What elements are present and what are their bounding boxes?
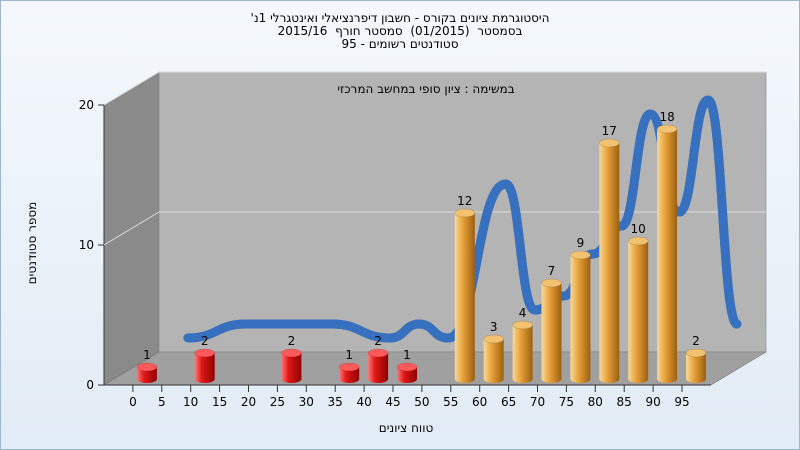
x-tick-label: 50 (414, 395, 429, 409)
bar-value-label: 12 (457, 194, 472, 208)
bar-cylinder-body (599, 143, 620, 383)
bar-value-label: 2 (374, 334, 382, 348)
bar-cylinder-body (570, 255, 591, 383)
bar-cylinder-top (367, 348, 389, 358)
bar-value-label: 7 (548, 264, 556, 278)
bar-cylinder-body (136, 367, 157, 383)
bar-value-label: 2 (201, 334, 209, 348)
histogram-bar: 4 (512, 306, 533, 383)
bar-cylinder-top (541, 278, 562, 288)
x-tick-label: 20 (241, 395, 256, 409)
histogram-bar: 9 (570, 236, 591, 383)
histogram-bar: 10 (627, 222, 649, 383)
bar-value-label: 1 (143, 348, 151, 362)
histogram-bar: 7 (541, 264, 562, 383)
bar-cylinder-top (512, 320, 533, 330)
x-tick-label: 40 (356, 395, 371, 409)
bar-cylinder-top (685, 348, 707, 358)
x-tick-label: 80 (588, 395, 603, 409)
x-tick-label: 15 (212, 395, 227, 409)
bar-cylinder-body (483, 339, 504, 383)
x-tick-label: 5 (158, 395, 166, 409)
x-tick-label: 0 (129, 395, 137, 409)
histogram-bar: 2 (685, 334, 707, 383)
x-tick-label: 65 (501, 395, 516, 409)
bar-cylinder-top (627, 236, 649, 246)
bar-value-label: 10 (631, 222, 646, 236)
gridline (103, 211, 160, 246)
bar-value-label: 9 (577, 236, 585, 250)
histogram-bar: 2 (367, 334, 389, 383)
y-axis-title: מספר סטודנטים (25, 202, 39, 285)
bar-value-label: 3 (490, 320, 498, 334)
bar-cylinder-top (454, 208, 476, 218)
histogram-bar: 12 (454, 194, 476, 383)
bar-cylinder-body (194, 353, 215, 383)
bar-cylinder-body (541, 283, 562, 383)
bar-value-label: 17 (602, 124, 617, 138)
bar-cylinder-top (396, 362, 418, 372)
bar-cylinder-body (512, 325, 533, 383)
x-tick-label: 85 (617, 395, 632, 409)
histogram-bar: 17 (599, 124, 620, 383)
bar-cylinder-body (657, 129, 678, 383)
series-ribbon (183, 95, 742, 343)
bar-cylinder-top (338, 362, 360, 372)
histogram-bar: 2 (281, 334, 302, 383)
histogram-bar: 1 (136, 348, 158, 383)
bar-cylinder-body (454, 213, 475, 383)
x-tick-label: 70 (530, 395, 545, 409)
bar-value-label: 2 (692, 334, 700, 348)
histogram-bar: 18 (656, 110, 678, 383)
x-tick-label: 10 (183, 395, 198, 409)
bar-cylinder-body (281, 353, 302, 383)
histogram-bar: 3 (483, 320, 504, 383)
bar-cylinder-top (281, 348, 302, 358)
bar-value-label: 2 (288, 334, 296, 348)
chart-annotation: במשימה : ציון סופי במחשב המרכזי (337, 82, 514, 96)
chart-title-line-1: היסטוגרמת ציונים בקורס - חשבון דיפרנציאל… (250, 11, 550, 25)
histogram-bar: 1 (396, 348, 418, 383)
bar-value-label: 1 (345, 348, 353, 362)
x-tick-label: 35 (328, 395, 343, 409)
bar-cylinder-top (570, 250, 591, 260)
histogram-bar: 1 (338, 348, 360, 383)
chart-title-line-2: בסמסטר (01/2015) סמסטר חורף 2015/16 (277, 24, 523, 38)
y-tick-label: 0 (86, 378, 94, 392)
bar-value-label: 18 (659, 110, 674, 124)
x-tick-label: 60 (472, 395, 487, 409)
bar-cylinder-top (599, 138, 620, 148)
x-axis-title: טווח ציונים (379, 421, 434, 435)
x-tick-label: 25 (270, 395, 285, 409)
bar-cylinder-body (368, 353, 389, 383)
bar-cylinder-body (628, 241, 649, 383)
bar-value-label: 1 (403, 348, 411, 362)
y-tick-label: 10 (79, 238, 94, 252)
x-tick-label: 45 (385, 395, 400, 409)
bar-value-label: 4 (519, 306, 527, 320)
bar-cylinder-body (397, 367, 417, 383)
x-tick-label: 55 (443, 395, 458, 409)
x-tick-label: 75 (559, 395, 574, 409)
bar-cylinder-top (656, 124, 678, 134)
x-tick-label: 30 (299, 395, 314, 409)
bar-cylinder-top (483, 334, 504, 344)
x-tick-label: 95 (674, 395, 689, 409)
y-tick-label: 20 (79, 98, 94, 112)
bar-cylinder-body (339, 367, 360, 383)
chart-title-line-3: סטודנטים רשומים - 95 (341, 37, 459, 51)
bar-cylinder-top (136, 362, 158, 372)
x-tick-label: 90 (645, 395, 660, 409)
histogram-bar: 2 (194, 334, 215, 383)
gridline (103, 71, 160, 106)
bar-cylinder-body (686, 353, 706, 383)
bar-cylinder-top (194, 348, 215, 358)
